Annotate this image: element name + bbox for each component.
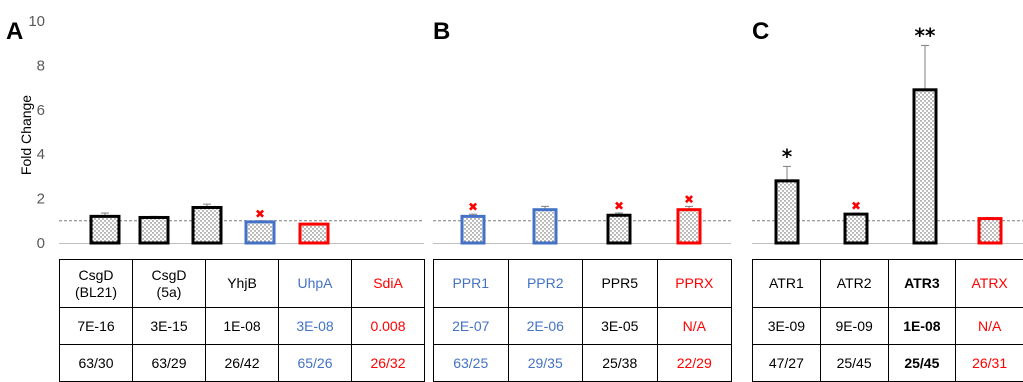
exclusion-marker: ✖ bbox=[255, 207, 265, 221]
panel-label-c: C bbox=[752, 18, 769, 45]
bar-atr3 bbox=[912, 88, 938, 245]
table-cell-ratio: 25/38 bbox=[582, 344, 658, 382]
y-tick-label: 10 bbox=[28, 13, 45, 30]
table-cell-name: UhpA bbox=[278, 259, 352, 308]
table-cell-evalue: 3E-15 bbox=[132, 307, 206, 345]
bar-atrx bbox=[977, 217, 1003, 245]
table-cell-name: ATRX bbox=[955, 259, 1023, 308]
exclusion-marker: ✖ bbox=[684, 192, 694, 206]
panel-c-plot: * ✖ ** bbox=[752, 23, 1023, 245]
table-cell-name: YhjB bbox=[205, 259, 279, 308]
bar-ppr5 bbox=[606, 213, 632, 245]
y-tick-label: 8 bbox=[37, 57, 45, 74]
table-cell-name: PPR5 bbox=[582, 259, 658, 308]
table-cell-evalue: 0.008 bbox=[351, 307, 425, 345]
exclusion-marker: ✖ bbox=[851, 199, 861, 213]
table-cell-name: PPR1 bbox=[433, 259, 509, 308]
panel-b-plot: ✖ ✖ ✖ bbox=[433, 192, 731, 245]
table-cell-ratio: 22/29 bbox=[656, 344, 732, 382]
bar-ppr1 bbox=[460, 214, 486, 245]
bar-csgd-5a bbox=[138, 215, 170, 245]
table-cell-evalue: 3E-05 bbox=[582, 307, 658, 345]
y-tick-label: 2 bbox=[37, 191, 45, 208]
table-cell-evalue: 1E-08 bbox=[205, 307, 279, 345]
gene-table-a: CsgD (BL21) CsgD (5a) YhjB UhpA SdiA 7E-16 3E-15… bbox=[59, 259, 425, 382]
table-cell-ratio: 26/42 bbox=[205, 344, 279, 382]
y-tick-label: 6 bbox=[37, 102, 45, 119]
y-tick-label: 4 bbox=[37, 146, 45, 163]
panel-label-b: B bbox=[433, 18, 450, 45]
gene-table-b: PPR1 PPR2 PPR5 PPRX 2E-07 2E-06 3E-05 N/A 63/25 2… bbox=[433, 259, 732, 382]
panel-label-a: A bbox=[6, 18, 23, 45]
table-cell-ratio: 25/45 bbox=[887, 344, 957, 382]
table-cell-evalue: N/A bbox=[955, 307, 1023, 345]
table-cell-evalue: 3E-08 bbox=[278, 307, 352, 345]
table-cell-evalue: 7E-16 bbox=[59, 307, 133, 345]
bar-atr2 bbox=[843, 212, 869, 245]
exclusion-marker: ✖ bbox=[614, 199, 624, 213]
table-cell-ratio: 29/35 bbox=[507, 344, 583, 382]
panel-a-plot: ✖ bbox=[59, 203, 424, 245]
table-cell-name: PPRX bbox=[656, 259, 732, 308]
table-cell-name: CsgD (5a) bbox=[132, 259, 206, 308]
table-cell-evalue: 2E-07 bbox=[433, 307, 509, 345]
table-cell-evalue: 9E-09 bbox=[819, 307, 889, 345]
table-cell-ratio: 26/31 bbox=[955, 344, 1023, 382]
table-cell-ratio: 47/27 bbox=[752, 344, 821, 382]
table-cell-ratio: 25/45 bbox=[819, 344, 889, 382]
bar-pprx bbox=[676, 208, 702, 245]
table-cell-evalue: 2E-06 bbox=[507, 307, 583, 345]
gene-table-c: ATR1 ATR2 ATR3 ATRX 3E-09 9E-09 1E-08 N/A 47/27 2… bbox=[752, 259, 1023, 382]
table-cell-name: SdiA bbox=[351, 259, 425, 308]
table-cell-name: ATR3 bbox=[887, 259, 957, 308]
table-cell-name: ATR2 bbox=[819, 259, 889, 308]
bar-atr1 bbox=[774, 179, 800, 245]
table-cell-evalue: N/A bbox=[656, 307, 732, 345]
table-cell-ratio: 65/26 bbox=[278, 344, 352, 382]
bar-sdia bbox=[298, 222, 330, 245]
table-cell-ratio: 26/32 bbox=[351, 344, 425, 382]
table-cell-ratio: 63/29 bbox=[132, 344, 206, 382]
bar-ppr2 bbox=[532, 208, 558, 245]
table-cell-ratio: 63/25 bbox=[433, 344, 509, 382]
bar-csgd-bl21 bbox=[89, 214, 121, 245]
table-cell-name: PPR2 bbox=[507, 259, 583, 308]
y-tick-label: 0 bbox=[37, 235, 45, 252]
y-tick-labels: 0 2 4 6 8 10 bbox=[28, 13, 45, 252]
significance-marker: ** bbox=[915, 23, 936, 47]
bar-yhjb bbox=[191, 205, 223, 245]
table-cell-name: ATR1 bbox=[752, 259, 821, 308]
chart-panels: ✖ ✖ ✖ ✖ * ✖ ** bbox=[59, 23, 1023, 245]
table-cell-evalue: 1E-08 bbox=[887, 307, 957, 345]
table-cell-name: CsgD (BL21) bbox=[59, 259, 133, 308]
significance-marker: * bbox=[782, 144, 793, 168]
table-cell-evalue: 3E-09 bbox=[752, 307, 821, 345]
bar-uhpa bbox=[244, 220, 276, 245]
exclusion-marker: ✖ bbox=[468, 200, 478, 214]
table-cell-ratio: 63/30 bbox=[59, 344, 133, 382]
y-axis-label: Fold Change bbox=[18, 95, 34, 175]
